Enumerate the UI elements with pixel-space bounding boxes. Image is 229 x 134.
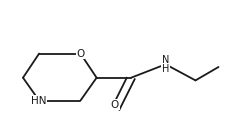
Text: O: O (76, 49, 84, 59)
Text: N
H: N H (161, 55, 169, 74)
Text: HN: HN (31, 96, 47, 105)
Text: O: O (110, 100, 119, 109)
